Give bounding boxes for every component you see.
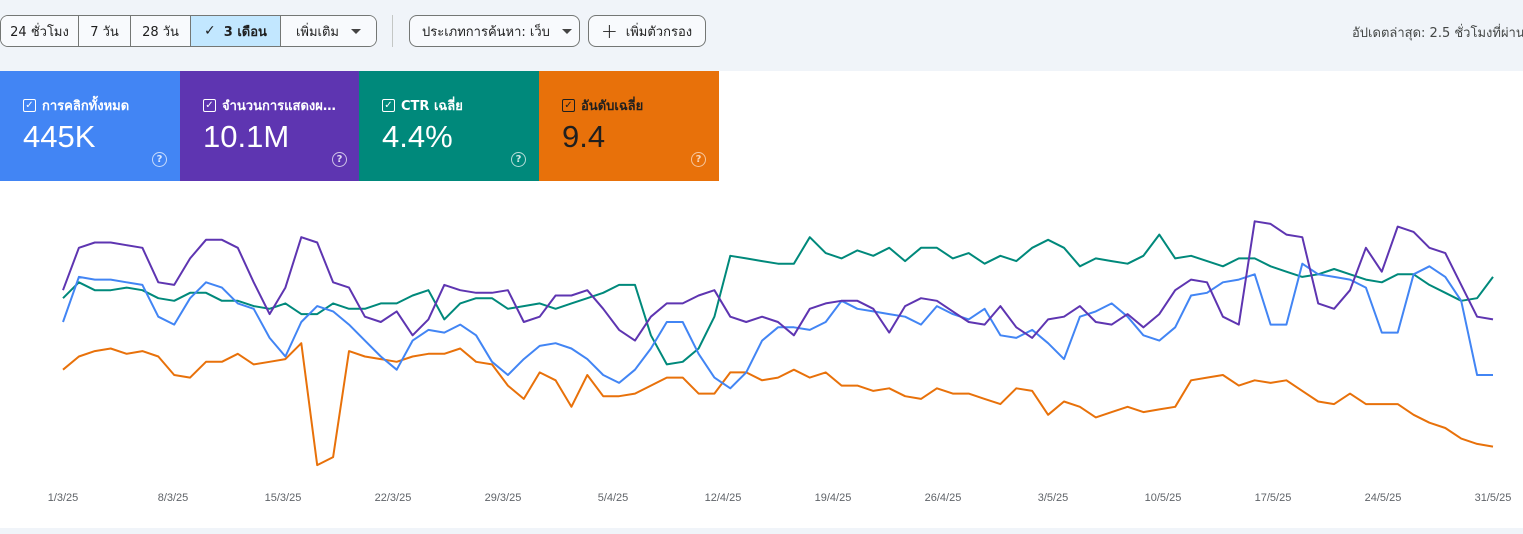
x-tick-label: 17/5/25 xyxy=(1255,492,1292,504)
x-tick-label: 8/3/25 xyxy=(158,492,189,504)
help-icon[interactable]: ? xyxy=(152,152,167,167)
checkbox-icon[interactable]: ✓ xyxy=(562,99,575,112)
last-updated-text: อัปเดตล่าสุด: 2.5 ชั่วโมงที่ผ่านมา xyxy=(1352,26,1523,41)
metric-label: CTR เฉลี่ย xyxy=(401,99,463,114)
metric-card-ctr[interactable]: ✓ CTR เฉลี่ย 4.4% ? xyxy=(359,71,539,181)
divider xyxy=(392,15,393,47)
metric-card-clicks[interactable]: ✓ การคลิกทั้งหมด 445K ? xyxy=(0,71,180,181)
metric-label: การคลิกทั้งหมด xyxy=(42,99,130,114)
help-icon[interactable]: ? xyxy=(511,152,526,167)
metric-label: อันดับเฉลี่ย xyxy=(581,99,644,114)
metric-value: 445K xyxy=(23,119,96,154)
metric-label: จำนวนการแสดงผ… xyxy=(222,99,336,114)
performance-panel: ✓ การคลิกทั้งหมด 445K ? ✓ จำนวนการแสดงผ… 1… xyxy=(0,71,1523,528)
metric-value: 9.4 xyxy=(562,119,606,154)
metric-value: 10.1M xyxy=(203,119,290,154)
plus-icon: + xyxy=(601,19,618,43)
performance-chart: 1/3/25 8/3/25 15/3/25 22/3/25 29/3/25 5/4/25 1… xyxy=(48,220,1512,504)
series-line-ctr xyxy=(62,233,1494,366)
metric-value: 4.4% xyxy=(382,119,453,154)
add-filter-button[interactable]: + เพิ่มตัวกรอง xyxy=(588,15,706,47)
metric-card-position[interactable]: ✓ อันดับเฉลี่ย 9.4 ? xyxy=(539,71,719,181)
caret-down-icon xyxy=(561,28,572,34)
metric-card-impressions[interactable]: ✓ จำนวนการแสดงผ… 10.1M ? xyxy=(180,71,360,181)
check-icon: ✓ xyxy=(204,23,216,39)
caret-down-icon xyxy=(351,28,362,34)
checkbox-icon[interactable]: ✓ xyxy=(23,99,36,112)
range-28d-button[interactable]: 28 วัน xyxy=(131,16,191,46)
x-tick-label: 5/4/25 xyxy=(598,492,629,504)
series-line-impressions xyxy=(62,220,1494,342)
x-tick-label: 29/3/25 xyxy=(485,492,522,504)
series-line-position xyxy=(62,342,1494,467)
x-tick-label: 3/5/25 xyxy=(1038,492,1069,504)
x-tick-label: 24/5/25 xyxy=(1365,492,1402,504)
checkbox-icon[interactable]: ✓ xyxy=(382,99,395,112)
x-tick-label: 12/4/25 xyxy=(705,492,742,504)
range-24h-button[interactable]: 24 ชั่วโมง xyxy=(1,16,79,46)
x-tick-label: 19/4/25 xyxy=(815,492,852,504)
x-tick-label: 1/3/25 xyxy=(48,492,79,504)
x-tick-label: 31/5/25 xyxy=(1475,492,1512,504)
range-7d-button[interactable]: 7 วัน xyxy=(79,16,131,46)
date-range-selector: 24 ชั่วโมง 7 วัน 28 วัน ✓ 3 เดือน เพิ่มเต… xyxy=(0,15,377,47)
series-line-clicks xyxy=(62,262,1493,390)
x-tick-label: 10/5/25 xyxy=(1145,492,1182,504)
help-icon[interactable]: ? xyxy=(691,152,706,167)
range-3m-button[interactable]: ✓ 3 เดือน xyxy=(191,16,281,46)
x-tick-label: 22/3/25 xyxy=(375,492,412,504)
help-icon[interactable]: ? xyxy=(332,152,347,167)
x-tick-label: 26/4/25 xyxy=(925,492,962,504)
search-type-dropdown[interactable]: ประเภทการค้นหา: เว็บ xyxy=(409,15,580,47)
checkbox-icon[interactable]: ✓ xyxy=(203,99,216,112)
range-more-dropdown[interactable]: เพิ่มเติม xyxy=(281,16,376,46)
x-tick-label: 15/3/25 xyxy=(265,492,302,504)
toolbar: 24 ชั่วโมง 7 วัน 28 วัน ✓ 3 เดือน เพิ่มเต… xyxy=(0,0,1523,64)
